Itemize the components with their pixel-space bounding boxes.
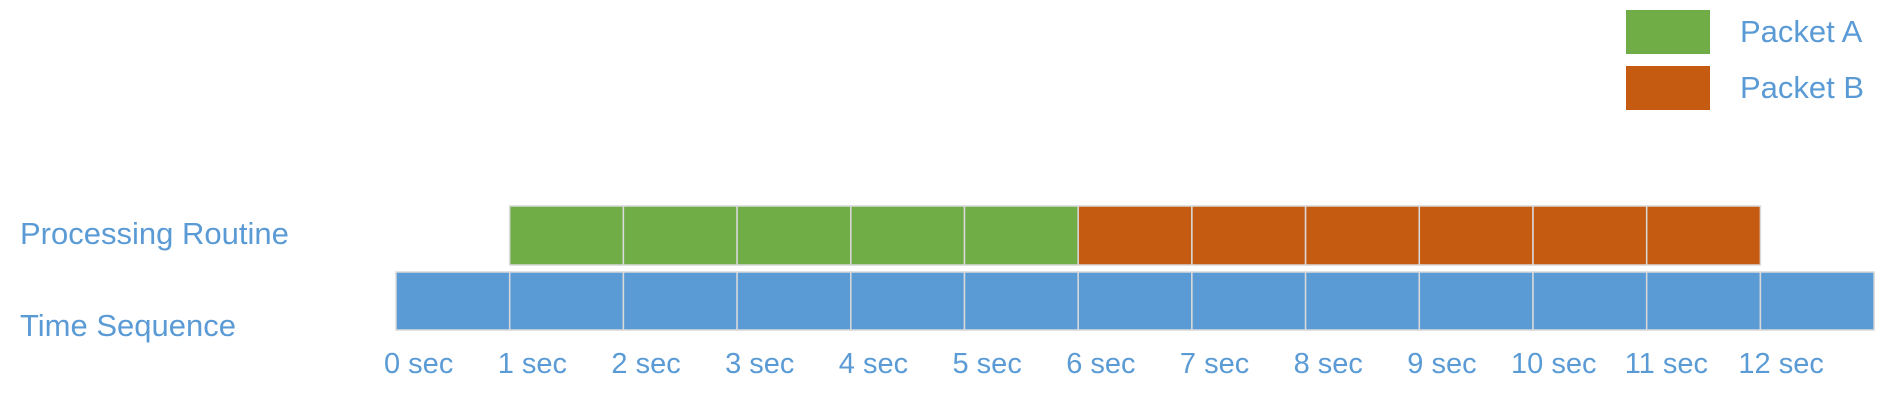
time-segment <box>1532 271 1648 331</box>
time-tick-label: 7 sec <box>1180 348 1249 380</box>
packet-b-segment <box>1418 205 1534 266</box>
time-segment <box>1418 271 1534 331</box>
time-tick-label: 10 sec <box>1511 348 1596 380</box>
time-tick-label: 6 sec <box>1066 348 1135 380</box>
legend-swatch-packet-a <box>1626 10 1710 54</box>
time-segment <box>1645 271 1762 331</box>
time-tick-label: 4 sec <box>839 348 908 380</box>
packet-b-segment <box>1532 205 1648 266</box>
packet-b-segment <box>1077 205 1193 266</box>
legend: Packet A Packet B <box>1626 10 1864 110</box>
packet-b-segment <box>1191 205 1307 266</box>
packet-a-segment <box>963 205 1079 266</box>
packet-a-segment <box>736 205 852 266</box>
time-sequence-label: Time Sequence <box>20 308 236 343</box>
time-tick-label: 11 sec <box>1625 348 1708 380</box>
packet-b-segment <box>1645 205 1762 266</box>
time-tick-label: 8 sec <box>1294 348 1363 380</box>
time-segment <box>1759 271 1875 331</box>
time-segment <box>1077 271 1193 331</box>
time-segment <box>736 271 852 331</box>
time-segment <box>622 271 738 331</box>
time-sequence-bar <box>395 271 1875 331</box>
time-tick-label: 1 sec <box>498 348 567 380</box>
time-tick-labels: 0 sec 1 sec 2 sec 3 sec 4 sec 5 sec 6 sec 7 sec… <box>384 348 1824 380</box>
legend-label-packet-b: Packet B <box>1740 70 1864 105</box>
time-tick-label: 2 sec <box>611 348 680 380</box>
time-segment <box>1304 271 1421 331</box>
time-segment <box>395 271 511 331</box>
time-tick-label: 5 sec <box>953 348 1022 380</box>
time-tick-label: 12 sec <box>1738 348 1823 380</box>
packet-a-segment <box>622 205 738 266</box>
packet-a-segment <box>508 205 625 266</box>
time-segment <box>1191 271 1307 331</box>
legend-label-packet-a: Packet A <box>1740 14 1863 49</box>
processing-routine-label: Processing Routine <box>20 216 289 251</box>
time-segment <box>963 271 1079 331</box>
legend-swatch-packet-b <box>1626 66 1710 110</box>
processing-routine-bar <box>508 205 1762 266</box>
packet-b-segment <box>1304 205 1421 266</box>
time-tick-label: 9 sec <box>1407 348 1476 380</box>
packet-a-segment <box>850 205 966 266</box>
time-tick-label: 3 sec <box>725 348 794 380</box>
time-segment <box>508 271 625 331</box>
time-tick-label: 0 sec <box>384 348 453 380</box>
time-segment <box>850 271 966 331</box>
